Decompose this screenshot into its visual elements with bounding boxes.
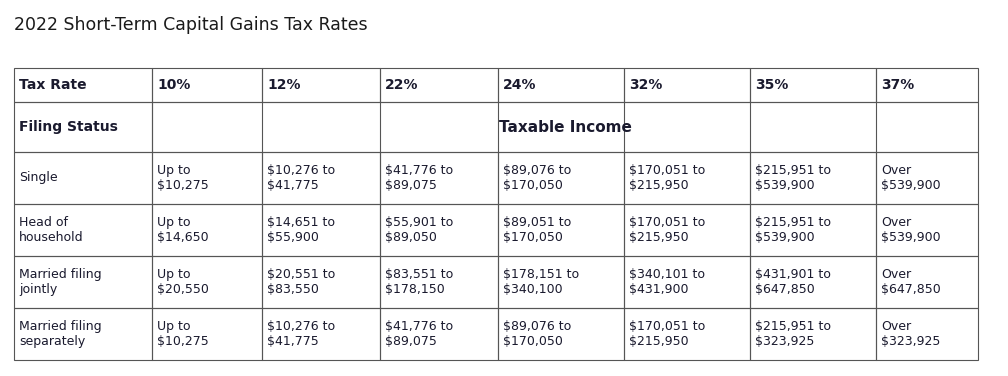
Text: Taxable Income: Taxable Income: [499, 120, 631, 135]
Text: 35%: 35%: [755, 78, 788, 92]
Bar: [152, 308, 262, 360]
Text: $55,901 to
$89,050: $55,901 to $89,050: [385, 216, 454, 244]
Bar: [624, 152, 750, 204]
Text: $10,276 to
$41,775: $10,276 to $41,775: [267, 320, 335, 348]
Bar: [876, 152, 978, 204]
Text: Married filing
jointly: Married filing jointly: [19, 268, 102, 296]
Text: Over
$539,900: Over $539,900: [881, 216, 940, 244]
Text: $83,551 to
$178,150: $83,551 to $178,150: [385, 268, 454, 296]
Text: Over
$539,900: Over $539,900: [881, 164, 940, 192]
Bar: [152, 152, 262, 204]
Text: $41,776 to
$89,075: $41,776 to $89,075: [385, 164, 454, 192]
Text: 22%: 22%: [385, 78, 418, 92]
Text: Up to
$14,650: Up to $14,650: [157, 216, 209, 244]
Text: Head of
household: Head of household: [19, 216, 84, 244]
Bar: [14, 308, 152, 360]
Bar: [152, 256, 262, 308]
Text: $178,151 to
$340,100: $178,151 to $340,100: [503, 268, 580, 296]
Bar: [14, 152, 152, 204]
Bar: [14, 102, 152, 152]
Text: 12%: 12%: [267, 78, 300, 92]
Bar: [498, 256, 624, 308]
Text: Up to
$10,275: Up to $10,275: [157, 320, 209, 348]
Text: $215,951 to
$539,900: $215,951 to $539,900: [755, 164, 831, 192]
Text: $14,651 to
$55,900: $14,651 to $55,900: [267, 216, 335, 244]
Bar: [380, 68, 498, 102]
Bar: [750, 68, 876, 102]
Text: $340,101 to
$431,900: $340,101 to $431,900: [629, 268, 705, 296]
Text: Tax Rate: Tax Rate: [19, 78, 87, 92]
Text: Over
$647,850: Over $647,850: [881, 268, 940, 296]
Bar: [750, 308, 876, 360]
Text: $431,901 to
$647,850: $431,901 to $647,850: [755, 268, 831, 296]
Text: 32%: 32%: [629, 78, 662, 92]
Bar: [750, 152, 876, 204]
Bar: [498, 68, 624, 102]
Text: $170,051 to
$215,950: $170,051 to $215,950: [629, 164, 706, 192]
Bar: [624, 204, 750, 256]
Text: $41,776 to
$89,075: $41,776 to $89,075: [385, 320, 454, 348]
Bar: [152, 68, 262, 102]
Bar: [14, 68, 152, 102]
Text: Up to
$10,275: Up to $10,275: [157, 164, 209, 192]
Bar: [380, 204, 498, 256]
Text: $170,051 to
$215,950: $170,051 to $215,950: [629, 216, 706, 244]
Bar: [14, 256, 152, 308]
Bar: [624, 308, 750, 360]
Text: 37%: 37%: [881, 78, 914, 92]
Bar: [262, 152, 380, 204]
Text: Filing Status: Filing Status: [19, 120, 118, 134]
Bar: [750, 204, 876, 256]
Text: $10,276 to
$41,775: $10,276 to $41,775: [267, 164, 335, 192]
Text: Married filing
separately: Married filing separately: [19, 320, 102, 348]
Bar: [498, 152, 624, 204]
Text: $20,551 to
$83,550: $20,551 to $83,550: [267, 268, 336, 296]
Bar: [380, 152, 498, 204]
Bar: [380, 308, 498, 360]
Bar: [498, 204, 624, 256]
Text: $89,076 to
$170,050: $89,076 to $170,050: [503, 164, 572, 192]
Bar: [14, 204, 152, 256]
Bar: [624, 256, 750, 308]
Bar: [262, 256, 380, 308]
Text: Single: Single: [19, 171, 57, 185]
Bar: [876, 68, 978, 102]
Bar: [624, 68, 750, 102]
Text: 2022 Short-Term Capital Gains Tax Rates: 2022 Short-Term Capital Gains Tax Rates: [14, 16, 368, 34]
Bar: [498, 308, 624, 360]
Text: 24%: 24%: [503, 78, 536, 92]
Text: Over
$323,925: Over $323,925: [881, 320, 940, 348]
Bar: [262, 308, 380, 360]
Text: $89,076 to
$170,050: $89,076 to $170,050: [503, 320, 572, 348]
Text: 10%: 10%: [157, 78, 191, 92]
Bar: [876, 256, 978, 308]
Bar: [262, 204, 380, 256]
Bar: [152, 102, 978, 152]
Bar: [876, 308, 978, 360]
Text: $215,951 to
$323,925: $215,951 to $323,925: [755, 320, 831, 348]
Text: $215,951 to
$539,900: $215,951 to $539,900: [755, 216, 831, 244]
Bar: [262, 68, 380, 102]
Text: Up to
$20,550: Up to $20,550: [157, 268, 209, 296]
Bar: [380, 256, 498, 308]
Bar: [876, 204, 978, 256]
Bar: [152, 204, 262, 256]
Text: $170,051 to
$215,950: $170,051 to $215,950: [629, 320, 706, 348]
Bar: [750, 256, 876, 308]
Text: $89,051 to
$170,050: $89,051 to $170,050: [503, 216, 572, 244]
